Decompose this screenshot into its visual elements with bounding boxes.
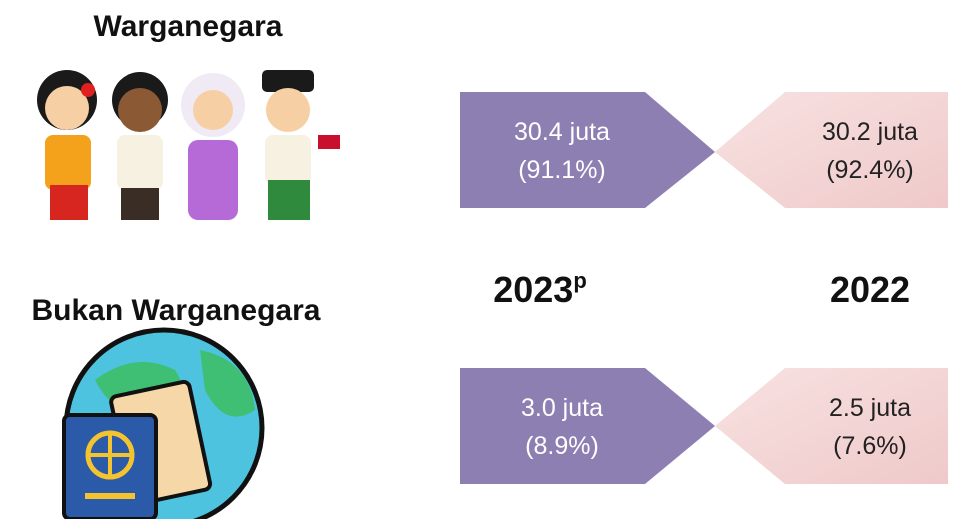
year-note: p: [573, 268, 586, 293]
arrow-2023: [460, 92, 715, 208]
share: (92.4%): [826, 156, 914, 184]
arrow-2022: [715, 368, 948, 484]
share: (7.6%): [833, 432, 907, 460]
arrow-2022: [715, 92, 948, 208]
year-label: 2022: [830, 269, 910, 310]
amount: 3.0 juta: [521, 394, 603, 422]
amount: 2.5 juta: [829, 394, 911, 422]
citizens-illustration: [37, 70, 340, 220]
share: (8.9%): [525, 432, 599, 460]
group-title: Bukan Warganegara: [32, 294, 321, 327]
arrow-2023: [460, 368, 715, 484]
amount: 30.4 juta: [514, 118, 610, 146]
year-label: 2023p: [493, 268, 587, 310]
globe-illustration: [62, 327, 265, 519]
amount: 30.2 juta: [822, 118, 918, 146]
year: 2023: [493, 269, 573, 310]
share: (91.1%): [518, 156, 606, 184]
group-title: Warganegara: [94, 10, 283, 43]
